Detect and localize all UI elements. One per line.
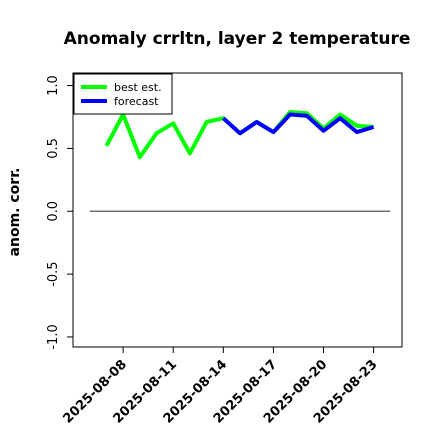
legend-label: forecast — [114, 95, 159, 108]
plot-frame — [72, 72, 403, 348]
y-tick-label: 0.5 — [46, 138, 61, 159]
plot-area: -1.0-0.50.00.51.02025-08-082025-08-11202… — [46, 72, 403, 427]
series-line-forecast — [221, 112, 375, 136]
y-tick-label: -1.0 — [46, 324, 61, 349]
y-tick-label: -0.5 — [46, 261, 61, 286]
legend-label: best est. — [114, 81, 162, 94]
legend-box — [73, 73, 173, 115]
y-axis-label: anom. corr. — [7, 168, 23, 257]
chart-title: Anomaly crrltn, layer 2 temperature — [64, 29, 411, 49]
y-tick-label: 0.0 — [46, 201, 61, 222]
y-tick-label: 1.0 — [46, 75, 61, 96]
